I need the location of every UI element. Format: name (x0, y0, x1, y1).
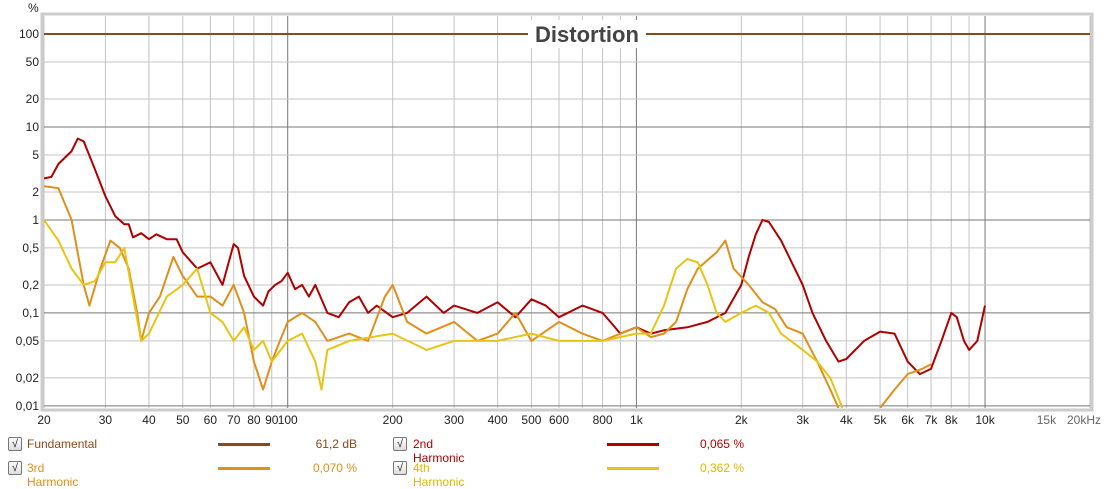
x-tick-label: 15k (1037, 413, 1057, 427)
4th-harmonic-checkbox[interactable]: √ (393, 461, 407, 475)
y-tick-label: 5 (32, 148, 39, 162)
x-tick-label: 4k (840, 413, 854, 427)
x-tick-label: 90 (265, 413, 279, 427)
3rd-harmonic-checkbox[interactable]: √ (8, 461, 22, 475)
x-tick-label: 8k (945, 413, 959, 427)
legend-label: 2nd Harmonic (413, 437, 465, 465)
chart-title: Distortion (535, 22, 639, 47)
y-tick-label: 0,2 (22, 278, 39, 292)
x-tick-label: 6k (901, 413, 915, 427)
legend-value: 0,065 % (699, 437, 744, 451)
legend-label: 3rd Harmonic (27, 461, 79, 489)
x-tick-label: 300 (444, 413, 464, 427)
plot-frame (40, 12, 1094, 412)
x-tick-label: 10k (975, 413, 995, 427)
legend-label: 4th Harmonic (413, 461, 465, 489)
x-tick-label: 50 (176, 413, 190, 427)
x-tick-label: 7k (925, 413, 939, 427)
x-tick-label: 60 (204, 413, 218, 427)
x-tick-label: 70 (227, 413, 241, 427)
y-tick-label: 20 (26, 92, 40, 106)
series-2nd-harmonic (44, 137, 986, 376)
title-background (528, 20, 646, 48)
y-tick-label: 0,02 (16, 371, 40, 385)
y-tick-label: 0,1 (22, 306, 39, 320)
y-tick-label: 0,5 (22, 241, 39, 255)
x-tick-label: 1k (630, 413, 644, 427)
y-tick-label: 10 (26, 120, 40, 134)
y-tick-label: 0,01 (16, 399, 40, 413)
x-tick-label: 20 (37, 413, 51, 427)
series-4th-harmonic (44, 219, 844, 408)
legend-swatch (607, 467, 659, 470)
y-tick-label: 1 (32, 213, 39, 227)
legend-swatch (218, 467, 270, 470)
y-tick-label: 50 (26, 55, 40, 69)
legend-value: 0,362 % (699, 461, 744, 475)
legend-value: 0,070 % (312, 461, 357, 475)
y-axis-label: % (28, 1, 39, 15)
fundamental-checkbox[interactable]: √ (8, 437, 22, 451)
y-tick-label: 0,05 (16, 334, 40, 348)
x-tick-label: 100 (278, 413, 298, 427)
x-tick-label: 40 (142, 413, 156, 427)
y-tick-label: 100 (19, 27, 39, 41)
x-tick-label: 20kHz (1067, 413, 1101, 427)
2nd-harmonic-checkbox[interactable]: √ (393, 437, 407, 451)
legend-swatch (607, 443, 659, 446)
x-tick-label: 30 (99, 413, 113, 427)
x-tick-label: 80 (247, 413, 261, 427)
legend-label: Fundamental (27, 437, 98, 451)
x-tick-label: 2k (735, 413, 749, 427)
legend-swatch (218, 443, 270, 446)
x-tick-label: 400 (488, 413, 508, 427)
x-tick-label: 3k (796, 413, 810, 427)
series-group (44, 33, 1090, 408)
x-tick-label: 5k (874, 413, 888, 427)
x-tick-label: 500 (521, 413, 541, 427)
x-tick-label: 800 (593, 413, 613, 427)
y-tick-label: 2 (32, 185, 39, 199)
x-tick-label: 200 (383, 413, 403, 427)
legend-value: 61,2 dB (315, 437, 357, 451)
x-tick-label: 600 (549, 413, 569, 427)
